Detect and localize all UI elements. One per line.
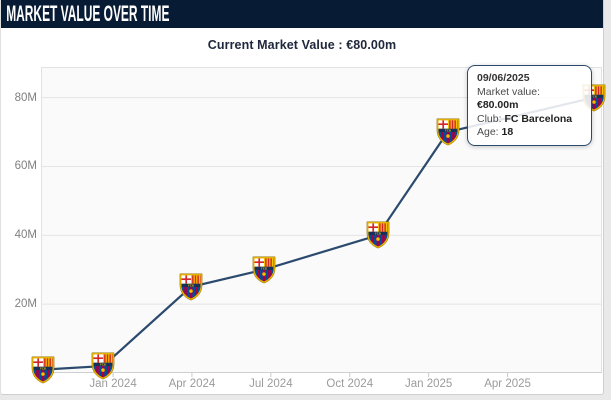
x-axis-label: Jan 2024 [89, 378, 137, 390]
x-axis-label: Jan 2025 [405, 378, 453, 390]
y-axis-label: 40M [14, 229, 37, 242]
data-point-crest-icon[interactable] [179, 273, 203, 301]
current-market-value-text: Current Market Value : €80.00m [207, 38, 397, 52]
x-axis-label: Apr 2025 [484, 378, 531, 390]
y-axis-label: 80M [14, 91, 37, 104]
data-point-crest-icon[interactable] [31, 356, 55, 384]
data-point-crest-icon[interactable] [91, 352, 115, 380]
widget-header: MARKET VALUE OVER TIME [1, 0, 603, 28]
data-point-crest-icon[interactable] [436, 118, 460, 146]
x-axis-label: Jul 2024 [249, 378, 293, 390]
widget-title: MARKET VALUE OVER TIME [6, 0, 170, 26]
tooltip-date: 09/06/2025 [477, 72, 530, 84]
y-axis-label: 20M [14, 298, 37, 311]
tooltip-age: Age: 18 [477, 126, 514, 138]
x-axis-label: Apr 2024 [168, 378, 216, 390]
market-value-widget: MARKET VALUE OVER TIME Current Market Va… [0, 0, 604, 395]
tooltip-club: Club: FC Barcelona [477, 112, 573, 125]
x-axis-label: Oct 2024 [326, 378, 374, 390]
data-point-tooltip: 09/06/2025 Market value: €80.00m Club: F… [467, 65, 592, 146]
data-point-crest-icon[interactable] [366, 221, 390, 249]
tooltip-market-value: Market value: €80.00m [477, 85, 541, 112]
chart-layer: 20M 40M 60M 80M Jan 2024 Apr 2024 Jul 2024 Oct … [1, 0, 603, 394]
data-point-crest-icon[interactable] [252, 256, 276, 284]
y-axis-label: 60M [14, 160, 37, 173]
